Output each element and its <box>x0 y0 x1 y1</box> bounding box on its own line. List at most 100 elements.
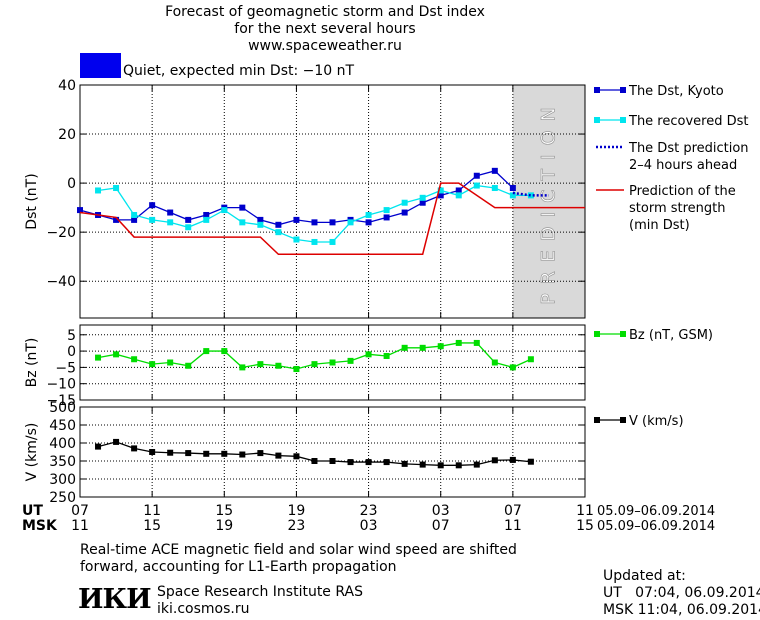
data-point <box>293 216 300 223</box>
ut-tick-label: 11 <box>143 503 161 519</box>
data-point <box>275 362 282 369</box>
data-point <box>221 450 228 457</box>
y-axis-label-dst: Dst (nT) <box>24 173 40 229</box>
data-point <box>473 461 480 468</box>
ut-tick-label: 07 <box>71 503 89 519</box>
data-point <box>275 221 282 228</box>
data-point <box>149 216 156 223</box>
data-point <box>149 449 156 455</box>
data-point <box>113 216 120 223</box>
data-point <box>239 204 246 211</box>
data-point <box>95 187 102 194</box>
legend-label: 2–4 hours ahead <box>629 158 737 173</box>
data-point <box>401 460 408 467</box>
data-point <box>491 457 498 464</box>
msk-tick-label: 19 <box>215 518 233 534</box>
footnote-line2: forward, accounting for L1-Earth propaga… <box>80 559 397 575</box>
data-point <box>149 202 156 209</box>
ut-tick-label: 19 <box>288 503 306 519</box>
data-point <box>203 450 210 457</box>
data-point <box>131 356 138 363</box>
legend-label: storm strength <box>629 201 726 216</box>
series-line <box>79 182 585 255</box>
legend-label: The recovered Dst <box>628 114 748 129</box>
data-point <box>293 366 300 373</box>
institute-name: Space Research Institute RAS <box>157 584 363 600</box>
data-point <box>257 216 264 223</box>
data-point <box>383 207 390 214</box>
iki-logo: ИКИ <box>78 584 152 615</box>
data-point <box>473 172 480 179</box>
data-point <box>329 238 336 245</box>
data-point <box>185 216 192 223</box>
data-point <box>167 359 174 366</box>
data-point <box>455 339 462 346</box>
panel-frame-dst <box>79 84 586 319</box>
data-point <box>311 458 318 464</box>
data-point <box>383 214 390 221</box>
y-tick-label: 20 <box>58 127 76 143</box>
data-point <box>473 182 480 189</box>
data-point <box>509 185 516 192</box>
y-axis-label-v: V (km/s) <box>24 423 40 482</box>
updated-label: Updated at: <box>603 568 686 584</box>
data-point <box>527 458 534 465</box>
data-point <box>239 219 246 226</box>
msk-tick-label: 15 <box>576 518 594 534</box>
data-point <box>275 452 282 459</box>
ut-axis-label: UT <box>22 503 43 519</box>
data-point <box>221 207 228 214</box>
series-line <box>97 184 531 243</box>
data-point <box>149 361 156 368</box>
data-point <box>419 461 426 468</box>
data-point <box>491 359 498 366</box>
msk-tick-label: 03 <box>360 518 378 534</box>
data-point <box>491 167 498 174</box>
data-point <box>437 187 444 194</box>
panel-frame-bz <box>79 324 586 401</box>
data-point <box>419 344 426 351</box>
y-tick-label: 0 <box>67 176 76 192</box>
legend-marker <box>620 331 626 337</box>
data-point <box>203 216 210 223</box>
data-point <box>365 351 372 358</box>
data-point <box>383 352 390 359</box>
institute-link[interactable]: iki.cosmos.ru <box>157 601 250 617</box>
data-point <box>437 192 444 199</box>
y-tick-label: −10 <box>46 377 76 393</box>
footnote-line1: Real-time ACE magnetic field and solar w… <box>80 542 517 558</box>
data-point <box>437 343 444 350</box>
y-tick-label: −20 <box>46 225 76 241</box>
y-tick-label: 500 <box>49 400 76 416</box>
data-point <box>77 207 83 214</box>
chart-title-url: www.spaceweather.ru <box>248 38 402 54</box>
ut-tick-label: 11 <box>576 503 594 519</box>
data-point <box>491 185 498 192</box>
data-point <box>275 229 282 236</box>
y-tick-label: 5 <box>67 328 76 344</box>
legend-marker <box>594 117 600 123</box>
data-point <box>293 236 300 243</box>
msk-date-range: 05.09–06.09.2014 <box>597 519 715 534</box>
data-point <box>383 459 390 466</box>
prediction-band <box>512 85 585 318</box>
data-point <box>257 221 264 228</box>
data-point <box>365 459 372 466</box>
ut-date-range: 05.09–06.09.2014 <box>597 504 715 519</box>
data-point <box>131 216 138 223</box>
data-point <box>347 357 354 364</box>
prediction-label: PREDICTION <box>537 98 559 305</box>
legend-label: (min Dst) <box>629 218 690 233</box>
data-point <box>239 364 246 371</box>
data-point <box>419 199 426 206</box>
msk-tick-label: 15 <box>143 518 161 534</box>
legend-marker <box>620 417 626 423</box>
data-point <box>167 209 174 216</box>
data-point <box>185 450 192 457</box>
data-point <box>473 339 480 346</box>
legend-label: The Dst prediction <box>628 141 749 156</box>
msk-tick-label: 11 <box>71 518 89 534</box>
y-tick-label: 40 <box>58 78 76 94</box>
data-point <box>455 187 462 194</box>
ut-tick-label: 07 <box>504 503 522 519</box>
